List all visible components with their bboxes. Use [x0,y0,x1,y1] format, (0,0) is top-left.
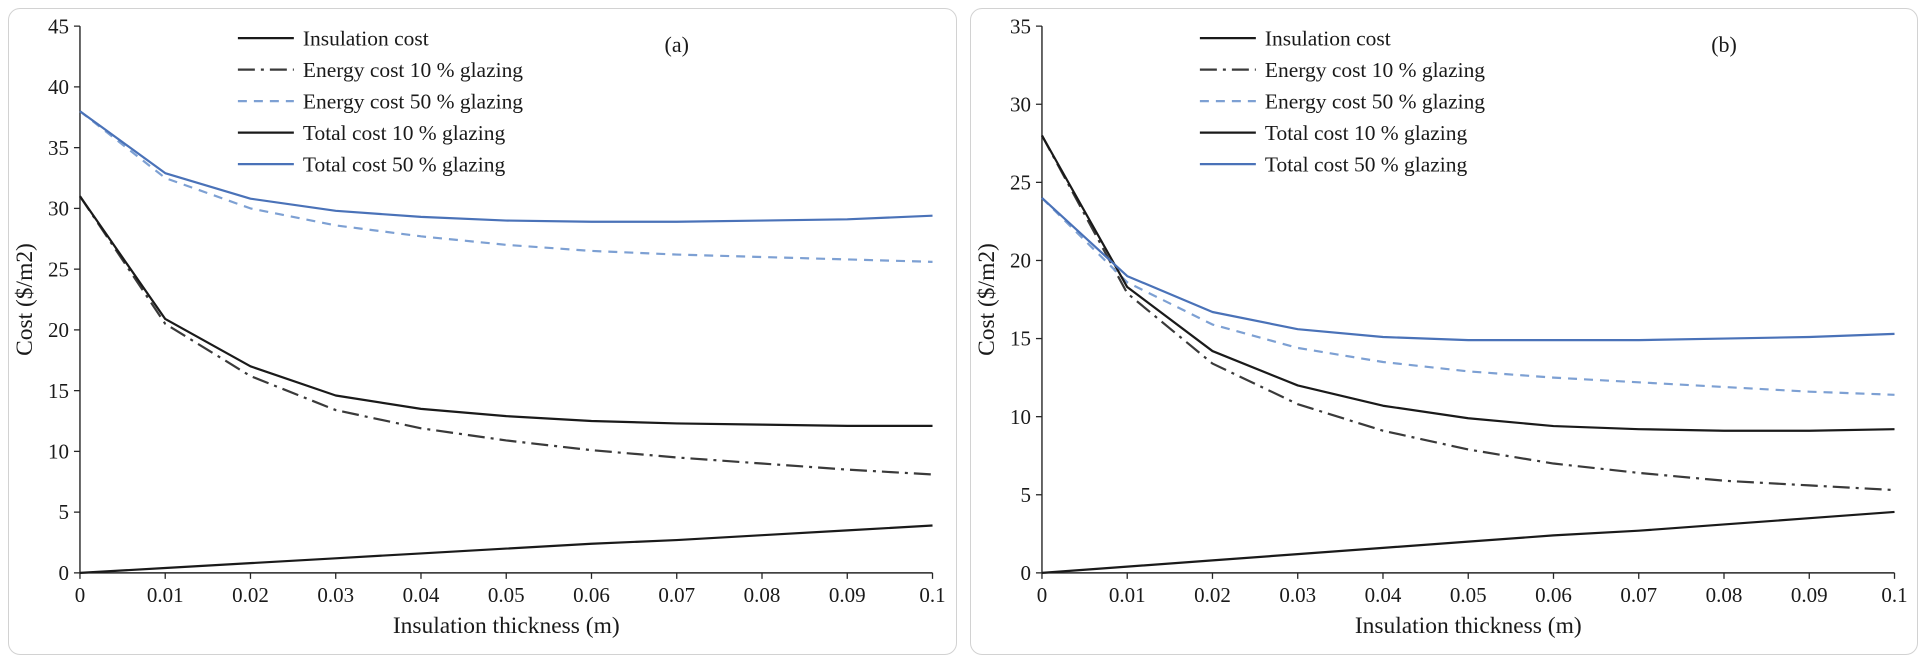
legend-label: Total cost 10 % glazing [303,121,506,145]
y-axis-title: Cost ($/m2) [12,243,38,356]
line-chart-a: 0 5 10 15 20 25 30 35 40 45 0 0.01 0.02 0.03 0.04 0.05 0… [12,14,946,639]
x-tick-label: 0.04 [403,583,440,607]
x-tick-label: 0.02 [232,583,269,607]
legend-label: Energy cost 50 % glazing [303,89,523,113]
y-tick-label: 0 [1020,561,1030,585]
series-line-1 [1040,134,1895,492]
line-chart-b: 0 5 10 15 20 25 30 35 0 0.01 0.02 0.03 0.04 0.05 0.06 0… [974,14,1908,639]
x-tick-label: 0 [1036,583,1046,607]
series-line-3 [1040,134,1895,432]
y-tick-label: 15 [48,379,69,403]
x-tick-label: 0.1 [919,583,945,607]
series-line-0 [79,524,933,574]
x-axis-title: Insulation thickness (m) [393,613,620,639]
series-line-2 [1040,197,1895,396]
legend-label: Total cost 50 % glazing [1264,152,1467,176]
panel-label: (b) [1711,32,1737,57]
x-tick-label: 0.01 [1108,583,1145,607]
series-line-4 [79,110,933,223]
x-tick-label: 0.03 [1279,583,1316,607]
y-tick-label: 15 [1010,327,1031,351]
x-tick-label: 0.09 [829,583,866,607]
y-tick-label: 40 [48,75,69,99]
legend-label: Energy cost 10 % glazing [303,58,523,82]
x-tick-label: 0.04 [1364,583,1401,607]
panel-label: (a) [665,32,689,57]
x-tick-label: 0.03 [317,583,354,607]
x-tick-label: 0.05 [488,583,525,607]
y-tick-label: 0 [58,561,68,585]
legend-label: Total cost 10 % glazing [1264,121,1467,145]
y-tick-label: 45 [48,14,69,38]
y-tick-label: 20 [1010,249,1031,273]
y-tick-label: 25 [1010,171,1031,195]
legend-label: Insulation cost [1264,26,1390,50]
x-tick-label: 0.01 [147,583,184,607]
series-line-2 [79,110,933,263]
y-tick-label: 35 [48,136,69,160]
y-tick-label: 30 [48,197,69,221]
legend-label: Energy cost 10 % glazing [1264,58,1484,82]
x-tick-label: 0.06 [573,583,610,607]
y-tick-label: 5 [1020,483,1030,507]
series-line-0 [1041,510,1895,574]
x-tick-label: 0 [75,583,85,607]
chart-panel-b: 0 5 10 15 20 25 30 35 0 0.01 0.02 0.03 0.04 0.05 0.06 0… [969,8,1918,655]
x-tick-label: 0.05 [1449,583,1486,607]
y-tick-label: 5 [58,500,68,524]
y-axis-title: Cost ($/m2) [974,243,1000,356]
x-tick-label: 0.1 [1881,583,1907,607]
x-tick-label: 0.08 [744,583,781,607]
x-tick-label: 0.07 [1620,583,1657,607]
chart-panel-a: 0 5 10 15 20 25 30 35 40 45 0 0.01 0.02 0.03 0.04 0.05 0… [8,8,957,655]
x-tick-label: 0.06 [1535,583,1572,607]
series-line-3 [79,195,933,427]
y-tick-label: 10 [1010,405,1031,429]
series-line-1 [79,195,933,476]
y-tick-label: 20 [48,318,69,342]
x-tick-label: 0.08 [1705,583,1742,607]
y-tick-label: 35 [1010,14,1031,38]
x-tick-label: 0.02 [1194,583,1231,607]
y-tick-label: 10 [48,440,69,464]
y-tick-label: 25 [48,257,69,281]
x-tick-label: 0.07 [658,583,695,607]
legend-label: Energy cost 50 % glazing [1264,89,1484,113]
series-line-4 [1040,197,1895,342]
legend-label: Total cost 50 % glazing [303,152,506,176]
y-tick-label: 30 [1010,92,1031,116]
legend-label: Insulation cost [303,26,429,50]
x-axis-title: Insulation thickness (m) [1354,613,1581,639]
x-tick-label: 0.09 [1790,583,1827,607]
